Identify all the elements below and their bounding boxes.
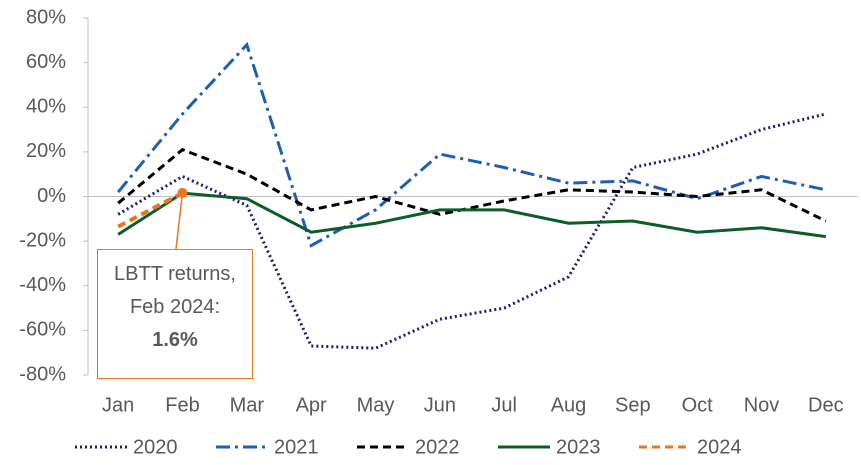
x-tick-label: Jan [102, 394, 134, 416]
y-tick-label: -40% [19, 274, 66, 296]
y-tick-label: 20% [26, 140, 66, 162]
y-tick-label: 60% [26, 51, 66, 73]
legend-label: 2022 [415, 436, 460, 458]
annotation-leader [175, 192, 184, 250]
legend-label: 2023 [556, 436, 601, 458]
legend-label: 2021 [274, 436, 319, 458]
y-tick-label: 80% [26, 6, 66, 28]
x-tick-label: Jul [491, 394, 517, 416]
annotation-value: 1.6% [152, 329, 198, 351]
series-line [117, 41, 827, 248]
annotation-box: LBTT returns, Feb 2024: 1.6% [97, 249, 253, 379]
y-tick-label: 40% [26, 96, 66, 118]
annotation-text: LBTT returns, Feb 2024: [114, 263, 236, 318]
x-tick-label: Sep [615, 394, 651, 416]
x-tick-label: Nov [744, 394, 780, 416]
legend-label: 2020 [133, 436, 178, 458]
series-line [117, 112, 827, 350]
x-tick-label: Jun [424, 394, 456, 416]
y-tick-label: -20% [19, 229, 66, 251]
x-tick-label: Dec [808, 394, 844, 416]
y-tick-label: -60% [19, 319, 66, 341]
x-tick-label: Mar [230, 394, 265, 416]
legend-label: 2024 [697, 436, 742, 458]
x-tick-label: Aug [551, 394, 587, 416]
x-tick-label: May [357, 394, 395, 416]
series-line [117, 147, 827, 223]
y-tick-label: -80% [19, 363, 66, 385]
series-line [117, 191, 827, 239]
annotated-point [177, 187, 188, 198]
x-tick-label: Feb [165, 394, 199, 416]
x-tick-label: Apr [296, 394, 327, 416]
x-tick-label: Oct [682, 394, 714, 416]
y-tick-label: 0% [37, 185, 66, 207]
